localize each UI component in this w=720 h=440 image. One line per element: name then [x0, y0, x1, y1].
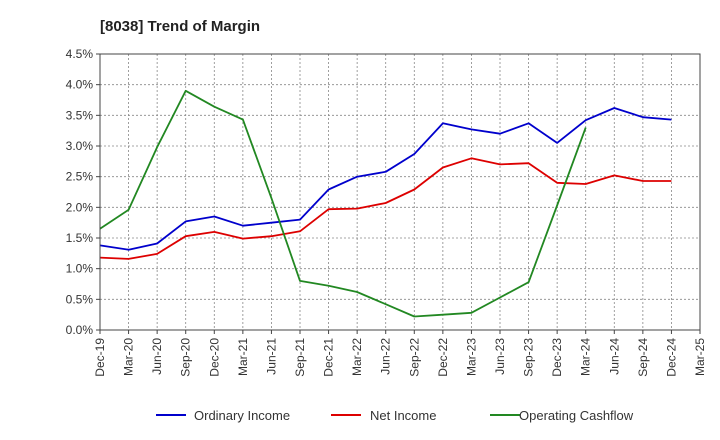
x-tick-label: Sep-22 [407, 338, 421, 377]
y-axis-ticks: 0.0% 0.5% 1.0% 1.5% 2.0% 2.5% 3.0% 3.5% 4.0% 4.5% [66, 47, 100, 337]
y-tick-label: 1.5% [66, 231, 94, 245]
chart-title: [8038] Trend of Margin [100, 18, 260, 35]
x-tick-label: Mar-25 [693, 338, 707, 376]
x-tick-label: Mar-22 [350, 338, 364, 376]
x-tick-label: Dec-21 [322, 338, 336, 377]
x-tick-label: Dec-22 [436, 338, 450, 377]
x-tick-label: Sep-21 [293, 338, 307, 377]
legend-label-operating-cashflow: Operating Cashflow [519, 408, 634, 423]
x-tick-label: Mar-21 [236, 338, 250, 376]
x-tick-label: Jun-21 [264, 338, 278, 375]
x-tick-label: Sep-23 [522, 338, 536, 377]
x-tick-label: Mar-24 [579, 338, 593, 376]
x-tick-label: Jun-24 [607, 338, 621, 375]
y-tick-label: 4.0% [66, 78, 94, 92]
y-tick-label: 3.0% [66, 139, 94, 153]
x-tick-label: Jun-20 [150, 338, 164, 375]
x-tick-label: Dec-23 [550, 338, 564, 377]
plot-frame [99, 53, 701, 331]
x-tick-label: Dec-19 [93, 338, 107, 377]
y-tick-label: 2.0% [66, 200, 94, 214]
series-line-operating-cashflow [99, 89, 587, 318]
legend-label-ordinary-income: Ordinary Income [194, 408, 290, 423]
y-tick-label: 0.5% [66, 292, 94, 306]
x-tick-label: Jun-22 [379, 338, 393, 375]
x-tick-label: Jun-23 [493, 338, 507, 375]
legend-label-net-income: Net Income [370, 408, 436, 423]
y-tick-label: 4.5% [66, 47, 94, 61]
x-tick-label: Mar-20 [122, 338, 136, 376]
x-tick-label: Dec-20 [207, 338, 221, 377]
x-tick-label: Sep-24 [636, 338, 650, 377]
series-line-net-income [99, 157, 672, 260]
x-tick-label: Mar-23 [464, 338, 478, 376]
x-axis-ticks: Dec-19 Mar-20 Jun-20 Sep-20 Dec-20 Mar-21 Jun-… [93, 330, 707, 377]
y-tick-label: 1.0% [66, 262, 94, 276]
y-tick-label: 3.5% [66, 108, 94, 122]
series-line-ordinary-income [99, 107, 672, 251]
legend: Ordinary Income Net Income Operating Cashf… [156, 408, 634, 423]
y-tick-label: 0.0% [66, 323, 94, 337]
x-tick-label: Dec-24 [664, 338, 678, 377]
grid-lines [99, 53, 701, 331]
y-tick-label: 2.5% [66, 170, 94, 184]
series-lines [99, 89, 672, 318]
x-tick-label: Sep-20 [179, 338, 193, 377]
